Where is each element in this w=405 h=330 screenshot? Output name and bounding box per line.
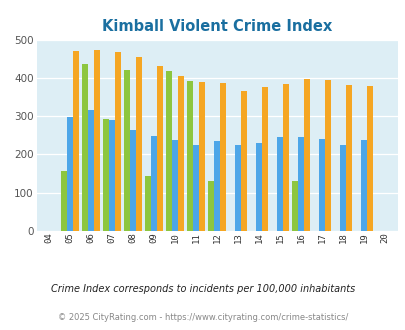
Bar [151,136,157,231]
Bar [220,83,226,231]
Legend: Kimball, Minnesota, National: Kimball, Minnesota, National [86,328,347,330]
Bar [94,50,100,231]
Bar [366,86,372,231]
Bar [145,176,151,231]
Bar [214,142,220,231]
Bar [136,57,142,231]
Bar [298,137,303,231]
Bar [345,85,351,231]
Bar [109,120,115,231]
Bar [157,66,162,231]
Bar [303,79,309,231]
Bar [187,81,193,231]
Bar [318,139,324,231]
Bar [88,111,94,231]
Bar [82,64,88,231]
Bar [234,145,241,231]
Bar [324,80,330,231]
Bar [124,70,130,231]
Bar [198,82,205,231]
Bar [166,71,172,231]
Title: Kimball Violent Crime Index: Kimball Violent Crime Index [102,19,332,34]
Bar [256,143,262,231]
Bar [172,140,178,231]
Text: Crime Index corresponds to incidents per 100,000 inhabitants: Crime Index corresponds to incidents per… [51,284,354,294]
Bar [73,51,79,231]
Bar [360,140,366,231]
Bar [292,181,298,231]
Bar [262,87,267,231]
Bar [103,119,109,231]
Bar [339,145,345,231]
Bar [115,52,121,231]
Bar [178,76,183,231]
Bar [130,130,136,231]
Bar [61,171,67,231]
Bar [277,137,282,231]
Bar [67,117,73,231]
Bar [241,91,246,231]
Bar [193,145,198,231]
Bar [282,84,288,231]
Text: © 2025 CityRating.com - https://www.cityrating.com/crime-statistics/: © 2025 CityRating.com - https://www.city… [58,313,347,322]
Bar [208,181,214,231]
